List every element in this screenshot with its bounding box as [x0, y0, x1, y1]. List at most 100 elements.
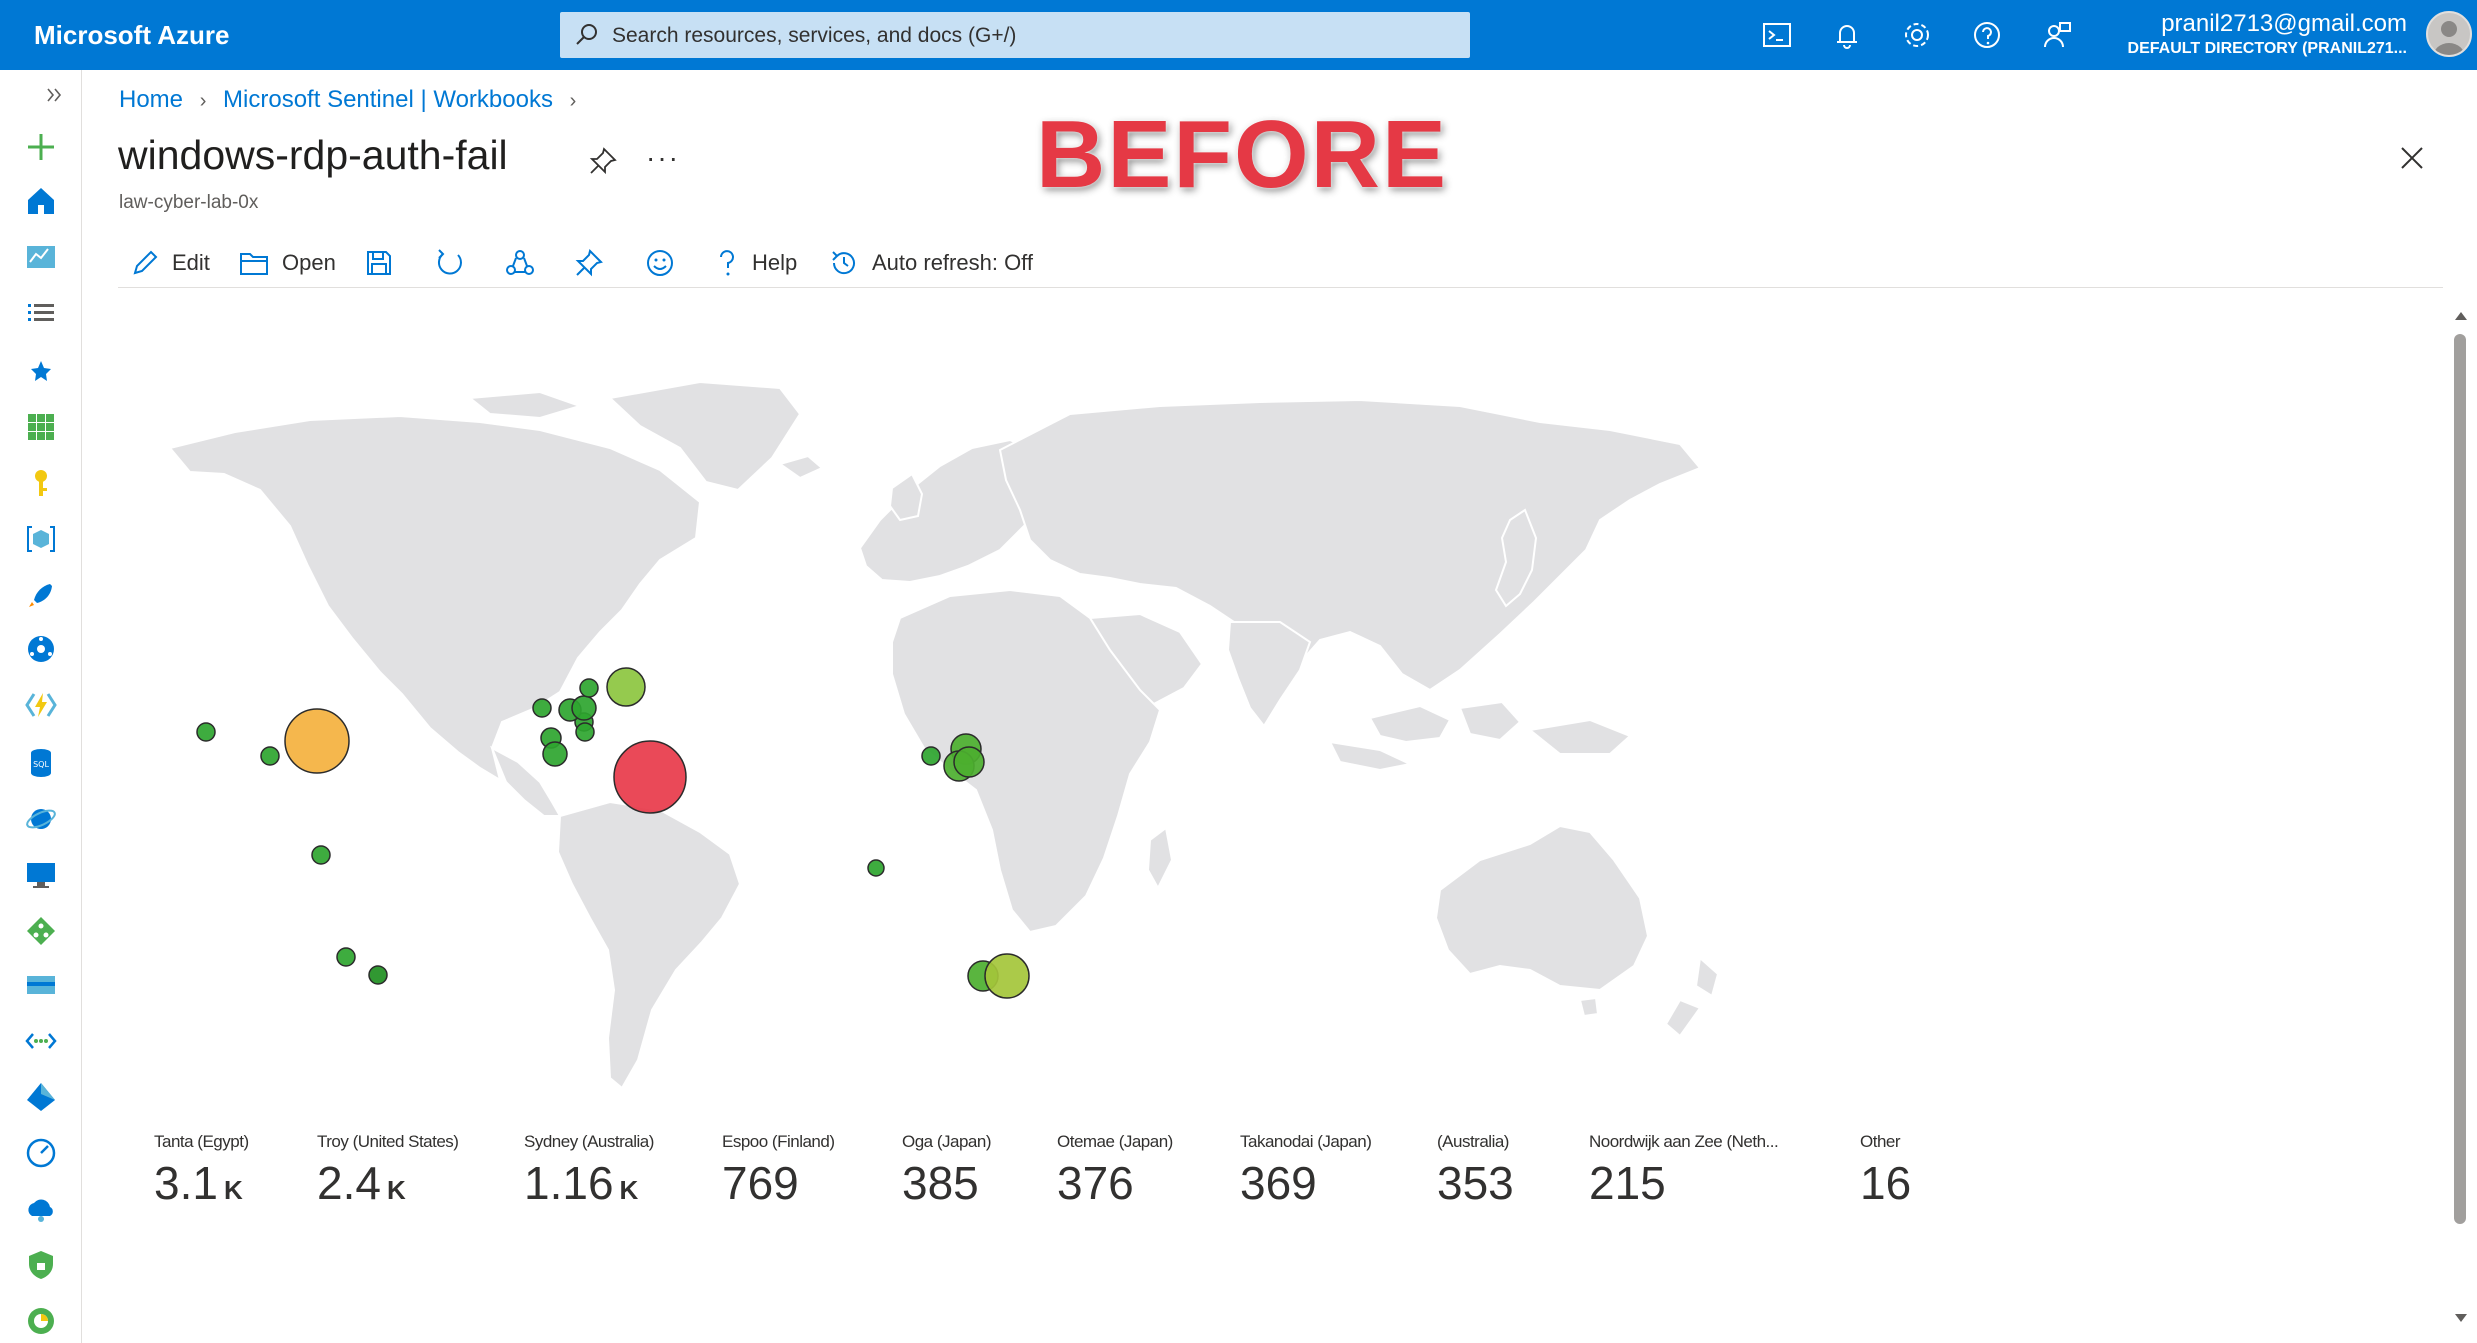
more-options-ellipsis-icon[interactable]: ··· [646, 142, 680, 173]
dashboard-icon[interactable] [24, 240, 58, 274]
all-resources-grid-icon[interactable] [24, 410, 58, 444]
home-icon[interactable] [24, 184, 58, 218]
resource-group-cube-icon[interactable] [24, 522, 58, 556]
bubble-argentina[interactable] [368, 965, 388, 985]
defender-shield-icon[interactable] [24, 1248, 58, 1282]
tile-value: 215 [1589, 1157, 1666, 1209]
advisor-cloud-icon[interactable] [24, 1192, 58, 1226]
bubble-singapore[interactable] [867, 859, 885, 877]
workbook-toolbar: Edit Open [118, 238, 2443, 288]
scroll-up-arrow-icon[interactable] [2454, 310, 2468, 322]
folder-open-icon [240, 253, 268, 275]
bubble-espoo-finland[interactable] [606, 667, 646, 707]
settings-gear-icon[interactable] [1900, 18, 1934, 52]
bubble-western-us[interactable] [196, 722, 216, 742]
favorites-star-icon[interactable] [24, 354, 58, 388]
scrollbar-thumb[interactable] [2454, 334, 2466, 1224]
tile-troy-united-states[interactable]: Troy (United States) 2.4 K [317, 1132, 459, 1210]
function-app-icon[interactable] [24, 688, 58, 722]
pin-to-dashboard-button[interactable] [574, 246, 616, 280]
tile-value: 369 [1240, 1157, 1317, 1209]
bubble-tanta-egypt[interactable] [613, 740, 687, 814]
entra-id-icon[interactable] [24, 1080, 58, 1114]
auto-refresh-button[interactable]: Auto refresh: Off [828, 246, 1033, 280]
tile-value: 2.4 K [317, 1157, 406, 1209]
share-button[interactable] [504, 246, 548, 280]
key-vault-key-icon[interactable] [24, 466, 58, 500]
cost-management-icon[interactable] [24, 1304, 58, 1338]
refresh-button[interactable] [434, 246, 478, 280]
bubble-sydney-australia[interactable] [984, 953, 1030, 999]
user-avatar-icon [2433, 21, 2465, 55]
tile-australia[interactable]: (Australia) 353 [1437, 1132, 1520, 1210]
virtual-network-icon[interactable] [24, 1024, 58, 1058]
breadcrumb-sentinel-workbooks[interactable]: Microsoft Sentinel | Workbooks [223, 86, 553, 113]
help-label: Help [752, 250, 798, 275]
tile-value: 769 [722, 1157, 799, 1209]
bubble-texas[interactable] [260, 746, 280, 766]
quickstart-rocket-icon[interactable] [24, 578, 58, 612]
world-map-visualization[interactable] [140, 370, 1740, 1120]
edit-button[interactable]: Edit [130, 246, 210, 280]
feedback-icon[interactable] [2040, 18, 2074, 52]
expand-chevrons-icon[interactable] [42, 78, 68, 112]
tile-espoo-finland[interactable]: Espoo (Finland) 769 [722, 1132, 835, 1210]
tile-noordwijk-aan-zee[interactable]: Noordwijk aan Zee (Neth... 215 [1589, 1132, 1779, 1210]
auto-refresh-label: Auto refresh: Off [872, 250, 1034, 275]
monitor-gauge-icon[interactable] [24, 1136, 58, 1170]
tile-value: 16 [1860, 1157, 1912, 1209]
azure-brand[interactable]: Microsoft Azure [34, 20, 230, 50]
bubble-troy-united-states[interactable] [284, 708, 350, 774]
load-balancer-icon[interactable] [24, 914, 58, 948]
cosmos-db-icon[interactable] [24, 802, 58, 836]
tile-other[interactable]: Other 16 [1860, 1132, 1917, 1210]
tile-label: Espoo (Finland) [722, 1132, 835, 1151]
bubble-italy[interactable] [575, 722, 595, 742]
bubble-china[interactable] [921, 746, 941, 766]
bubble-takanodai-japan[interactable] [953, 746, 985, 778]
tile-label: Otemae (Japan) [1057, 1132, 1173, 1151]
pin-icon[interactable] [588, 146, 618, 176]
bubble-poland[interactable] [571, 695, 597, 721]
storage-account-icon[interactable] [24, 968, 58, 1002]
network-globe-icon[interactable] [24, 632, 58, 666]
virtual-machine-icon[interactable] [24, 858, 58, 892]
tile-label: Takanodai (Japan) [1240, 1132, 1372, 1151]
svg-text:SQL: SQL [33, 760, 49, 769]
bubble-colombia[interactable] [311, 845, 331, 865]
tile-otemae-japan[interactable]: Otemae (Japan) 376 [1057, 1132, 1173, 1210]
account-info[interactable]: pranil2713@gmail.com DEFAULT DIRECTORY (… [2128, 10, 2407, 58]
tile-label: Sydney (Australia) [524, 1132, 654, 1151]
tile-takanodai-japan[interactable]: Takanodai (Japan) 369 [1240, 1132, 1372, 1210]
tile-oga-japan[interactable]: Oga (Japan) 385 [902, 1132, 992, 1210]
tile-label: Other [1860, 1132, 1901, 1151]
tile-sydney-australia[interactable]: Sydney (Australia) 1.16 K [524, 1132, 654, 1210]
scroll-down-arrow-icon[interactable] [2454, 1312, 2468, 1324]
breadcrumb-home[interactable]: Home [119, 86, 184, 113]
vertical-scrollbar[interactable] [2450, 300, 2472, 1340]
feedback-button[interactable] [644, 246, 688, 280]
tile-label: Oga (Japan) [902, 1132, 992, 1151]
bubble-uk[interactable] [532, 698, 552, 718]
left-nav-sidebar: SQL [0, 70, 82, 1343]
bubble-chile[interactable] [336, 947, 356, 967]
help-button[interactable]: Help [714, 246, 797, 280]
search-box[interactable]: Search resources, services, and docs (G+… [560, 12, 1470, 58]
pin-icon [575, 249, 603, 277]
open-button[interactable]: Open [238, 246, 336, 280]
close-icon[interactable] [2398, 144, 2426, 172]
tile-label: Troy (United States) [317, 1132, 459, 1151]
all-services-list-icon[interactable] [24, 296, 58, 330]
tile-tanta-egypt[interactable]: Tanta (Egypt) 3.1 K [154, 1132, 249, 1210]
notifications-bell-icon[interactable] [1830, 18, 1864, 52]
search-input[interactable]: Search resources, services, and docs (G+… [612, 24, 1017, 47]
save-button[interactable] [364, 246, 406, 280]
create-resource-plus-icon[interactable] [24, 130, 58, 164]
sql-database-icon[interactable]: SQL [24, 746, 58, 780]
cloud-shell-icon[interactable] [1760, 18, 1794, 52]
avatar[interactable] [2426, 11, 2472, 57]
tile-label: (Australia) [1437, 1132, 1509, 1151]
help-icon[interactable] [1970, 18, 2004, 52]
bubble-sweden[interactable] [579, 678, 599, 698]
bubble-spain[interactable] [542, 741, 568, 767]
